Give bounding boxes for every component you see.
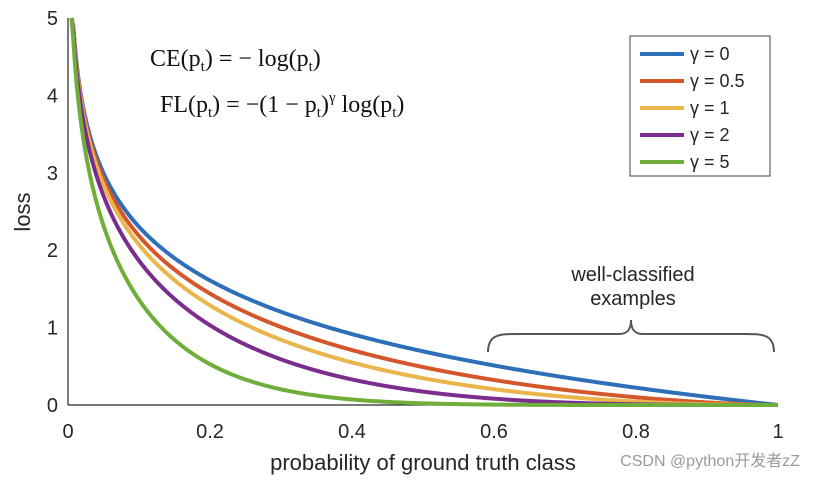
y-tick-label: 5 xyxy=(47,8,58,30)
y-tick-label: 3 xyxy=(47,163,58,185)
series-line xyxy=(69,17,779,407)
legend-entry-label: γ = 0 xyxy=(690,44,730,64)
brace-label-line-2: examples xyxy=(590,288,676,310)
legend-entry-label: γ = 0.5 xyxy=(690,71,745,91)
x-tick-label: 0.8 xyxy=(622,421,650,443)
x-tick-label: 1 xyxy=(772,421,783,443)
formula-ce: CE(pt) = − log(pt) xyxy=(150,46,321,75)
x-tick-label: 0.4 xyxy=(338,421,366,443)
legend: γ = 0 γ = 0.5 γ = 1 γ = 2 γ = 5 xyxy=(629,35,771,177)
x-tick-label: 0 xyxy=(62,421,73,443)
x-tick-label: 0.2 xyxy=(196,421,224,443)
y-axis-label: loss xyxy=(10,192,35,231)
y-ticks: 0 1 2 3 4 5 xyxy=(47,8,58,417)
legend-entry-label: γ = 2 xyxy=(690,125,730,145)
brace-label-line-1: well-classified xyxy=(570,264,694,286)
x-tick-label: 0.6 xyxy=(480,421,508,443)
y-tick-label: 2 xyxy=(47,240,58,262)
formula-block: CE(pt) = − log(pt) FL(pt) = −(1 − pt)γ l… xyxy=(150,46,404,121)
y-tick-label: 0 xyxy=(47,395,58,417)
watermark: CSDN @python开发者zZ xyxy=(620,452,800,470)
x-ticks: 0 0.2 0.4 0.6 0.8 1 xyxy=(62,421,783,443)
legend-entry-label: γ = 1 xyxy=(690,98,730,118)
series-line xyxy=(69,17,779,407)
series-lines xyxy=(69,17,779,407)
y-tick-label: 4 xyxy=(47,85,58,107)
legend-box xyxy=(629,35,771,177)
formula-fl: FL(pt) = −(1 − pt)γ log(pt) xyxy=(160,90,404,121)
x-axis-label: probability of ground truth class xyxy=(270,450,576,475)
well-classified-annotation: well-classified examples xyxy=(487,264,775,353)
legend-entry-label: γ = 5 xyxy=(690,152,730,172)
series-line xyxy=(69,17,779,407)
y-tick-label: 1 xyxy=(47,318,58,340)
curly-brace xyxy=(487,319,775,353)
